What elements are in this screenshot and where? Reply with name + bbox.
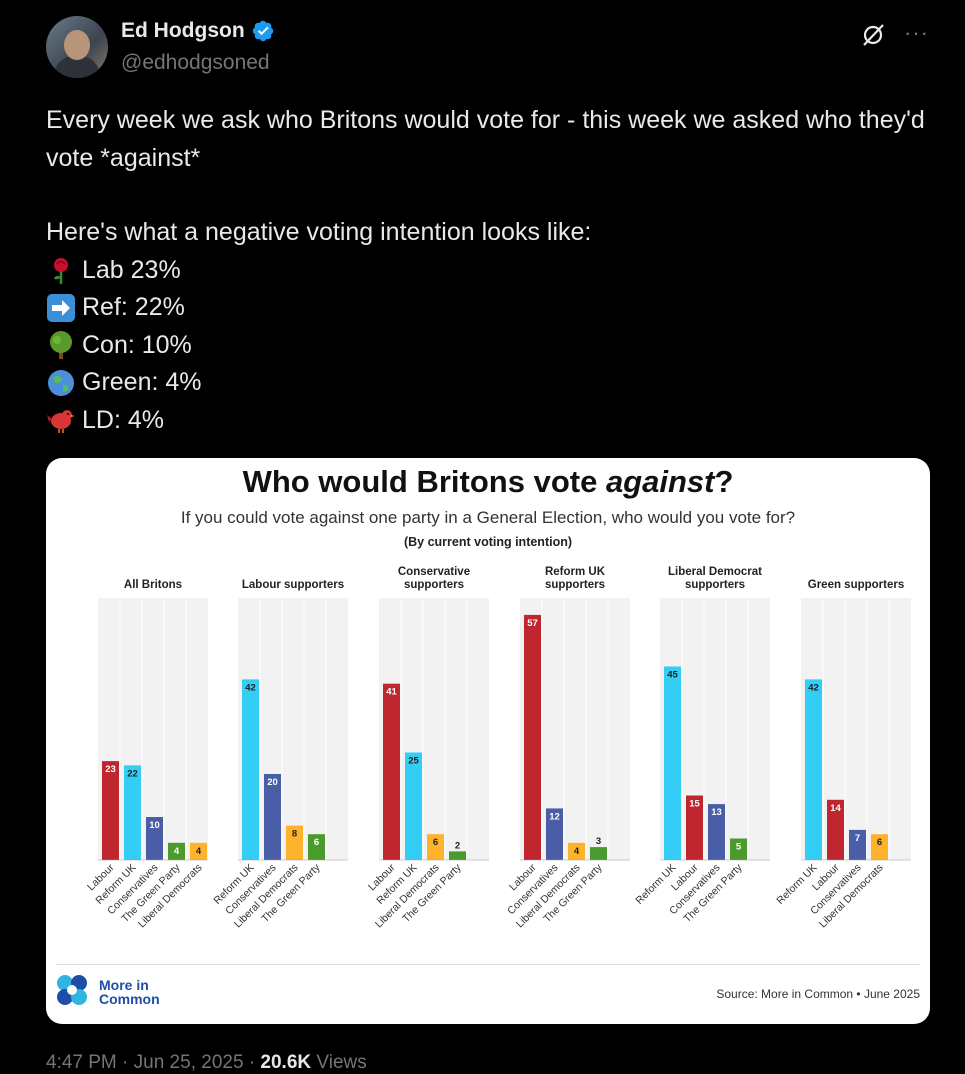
tweet-line-1: Every week we ask who Britons would vote… [46,106,925,172]
data-label: 8 [292,829,297,840]
author-handle[interactable]: @edhodgsoned [121,51,270,74]
chart-title: Who would Britons vote against? [242,464,734,499]
chart-bar [242,679,259,860]
data-label: 5 [736,842,742,853]
stat-ld-text: LD: 4% [82,405,164,434]
chart-bar [686,795,703,860]
stat-lab-text: Lab 23% [82,255,181,284]
chart-bar [805,679,822,860]
stat-green: Green: 4% [46,364,936,402]
stat-con-text: Con: 10% [82,330,192,359]
chart-subtitle-note: (By current voting intention) [403,535,573,549]
data-label: 42 [245,682,256,693]
data-label: 22 [127,768,138,779]
chart-bar [708,804,725,860]
stat-ref-text: Ref: 22% [82,293,185,321]
grok-icon[interactable] [860,22,886,48]
avatar-face [64,30,90,60]
data-label: 10 [149,820,160,831]
globe-emoji-icon [48,369,74,396]
chart-bar [730,838,747,860]
data-label: 13 [711,807,722,818]
tweet-text: Every week we ask who Britons would vote… [46,102,936,439]
view-count: 20.6K [260,1052,312,1073]
panel-title: Conservative [398,566,470,578]
author-avatar[interactable] [46,16,108,78]
card-divider [56,964,920,965]
chart-bar [124,765,141,860]
data-label: 42 [808,682,819,693]
tweet-meta: 4:47 PM · Jun 25, 2025 · 20.6K Views [46,1052,367,1074]
chart-bar [449,851,466,860]
panel-title: Green supporters [808,579,905,591]
verified-badge-icon [252,20,273,42]
panel-title: supporters [404,579,464,591]
more-in-common-logo-icon [57,975,87,1005]
chart-card[interactable]: Who would Britons vote against? If you c… [46,458,930,1024]
stat-green-text: Green: 4% [82,368,202,396]
chart-bar [524,614,541,860]
data-label: 6 [433,837,438,848]
data-label: 4 [574,846,580,857]
data-label: 4 [174,846,180,857]
chart-bar [286,825,303,860]
views-label: Views [311,1052,367,1073]
chart-bar [168,842,185,860]
chart-bar [664,666,681,860]
chart-bar [190,842,207,860]
data-label: 4 [196,846,202,857]
data-label: 15 [689,799,700,810]
chart-bar [102,761,119,860]
data-label: 23 [105,764,116,775]
chart-bar [546,808,563,860]
more-options-icon[interactable]: ··· [904,20,929,45]
stat-con: Con: 10% [46,327,936,365]
chart-bar [264,774,281,860]
data-label: 6 [314,837,319,848]
tree-emoji-icon [50,331,72,360]
chart-bar [849,829,866,860]
stat-ref: Ref: 22% [46,289,936,327]
logo-text: More in Common [99,977,160,1007]
panel-title: supporters [685,579,745,591]
data-label: 20 [267,777,278,788]
data-label: 6 [877,837,882,848]
chart-bar [146,817,163,860]
chart-subtitle: If you could vote against one party in a… [180,508,796,527]
author-name[interactable]: Ed Hodgson [121,19,245,42]
data-label: 14 [830,803,841,814]
panel-title: supporters [545,579,605,591]
panel-title: Labour supporters [242,579,344,591]
chart-bar [871,834,888,860]
avatar-body [54,56,100,78]
rose-emoji-icon [54,258,68,285]
tweet-timestamp[interactable]: 4:47 PM · Jun 25, 2025 · [46,1052,261,1073]
data-label: 3 [596,836,601,847]
chart-bar [308,834,325,860]
stat-lab: Lab 23% [46,252,936,290]
chart-bar [427,834,444,860]
author-name-row: Ed Hodgson [121,19,275,43]
data-label: 41 [386,687,397,698]
panel-title: Liberal Democrat [668,566,762,578]
tweet-line-2: Here's what a negative voting intention … [46,218,592,246]
chart-bar [827,799,844,860]
data-label: 25 [408,756,419,767]
panel-title: All Britons [124,579,182,591]
data-label: 7 [855,833,860,844]
chart-bar [383,683,400,860]
data-label: 45 [667,670,678,681]
bird-emoji-icon [47,410,75,434]
data-label: 57 [527,618,538,629]
chart-bar [405,752,422,860]
stat-ld: LD: 4% [46,402,936,440]
data-label: 12 [549,811,560,822]
chart-source: Source: More in Common • June 2025 [716,987,920,1001]
data-label: 2 [455,840,460,851]
chart-bar [590,847,607,860]
panel-title: Reform UK [545,566,606,578]
right-arrow-emoji-icon [47,293,75,322]
chart-bar [568,842,585,860]
